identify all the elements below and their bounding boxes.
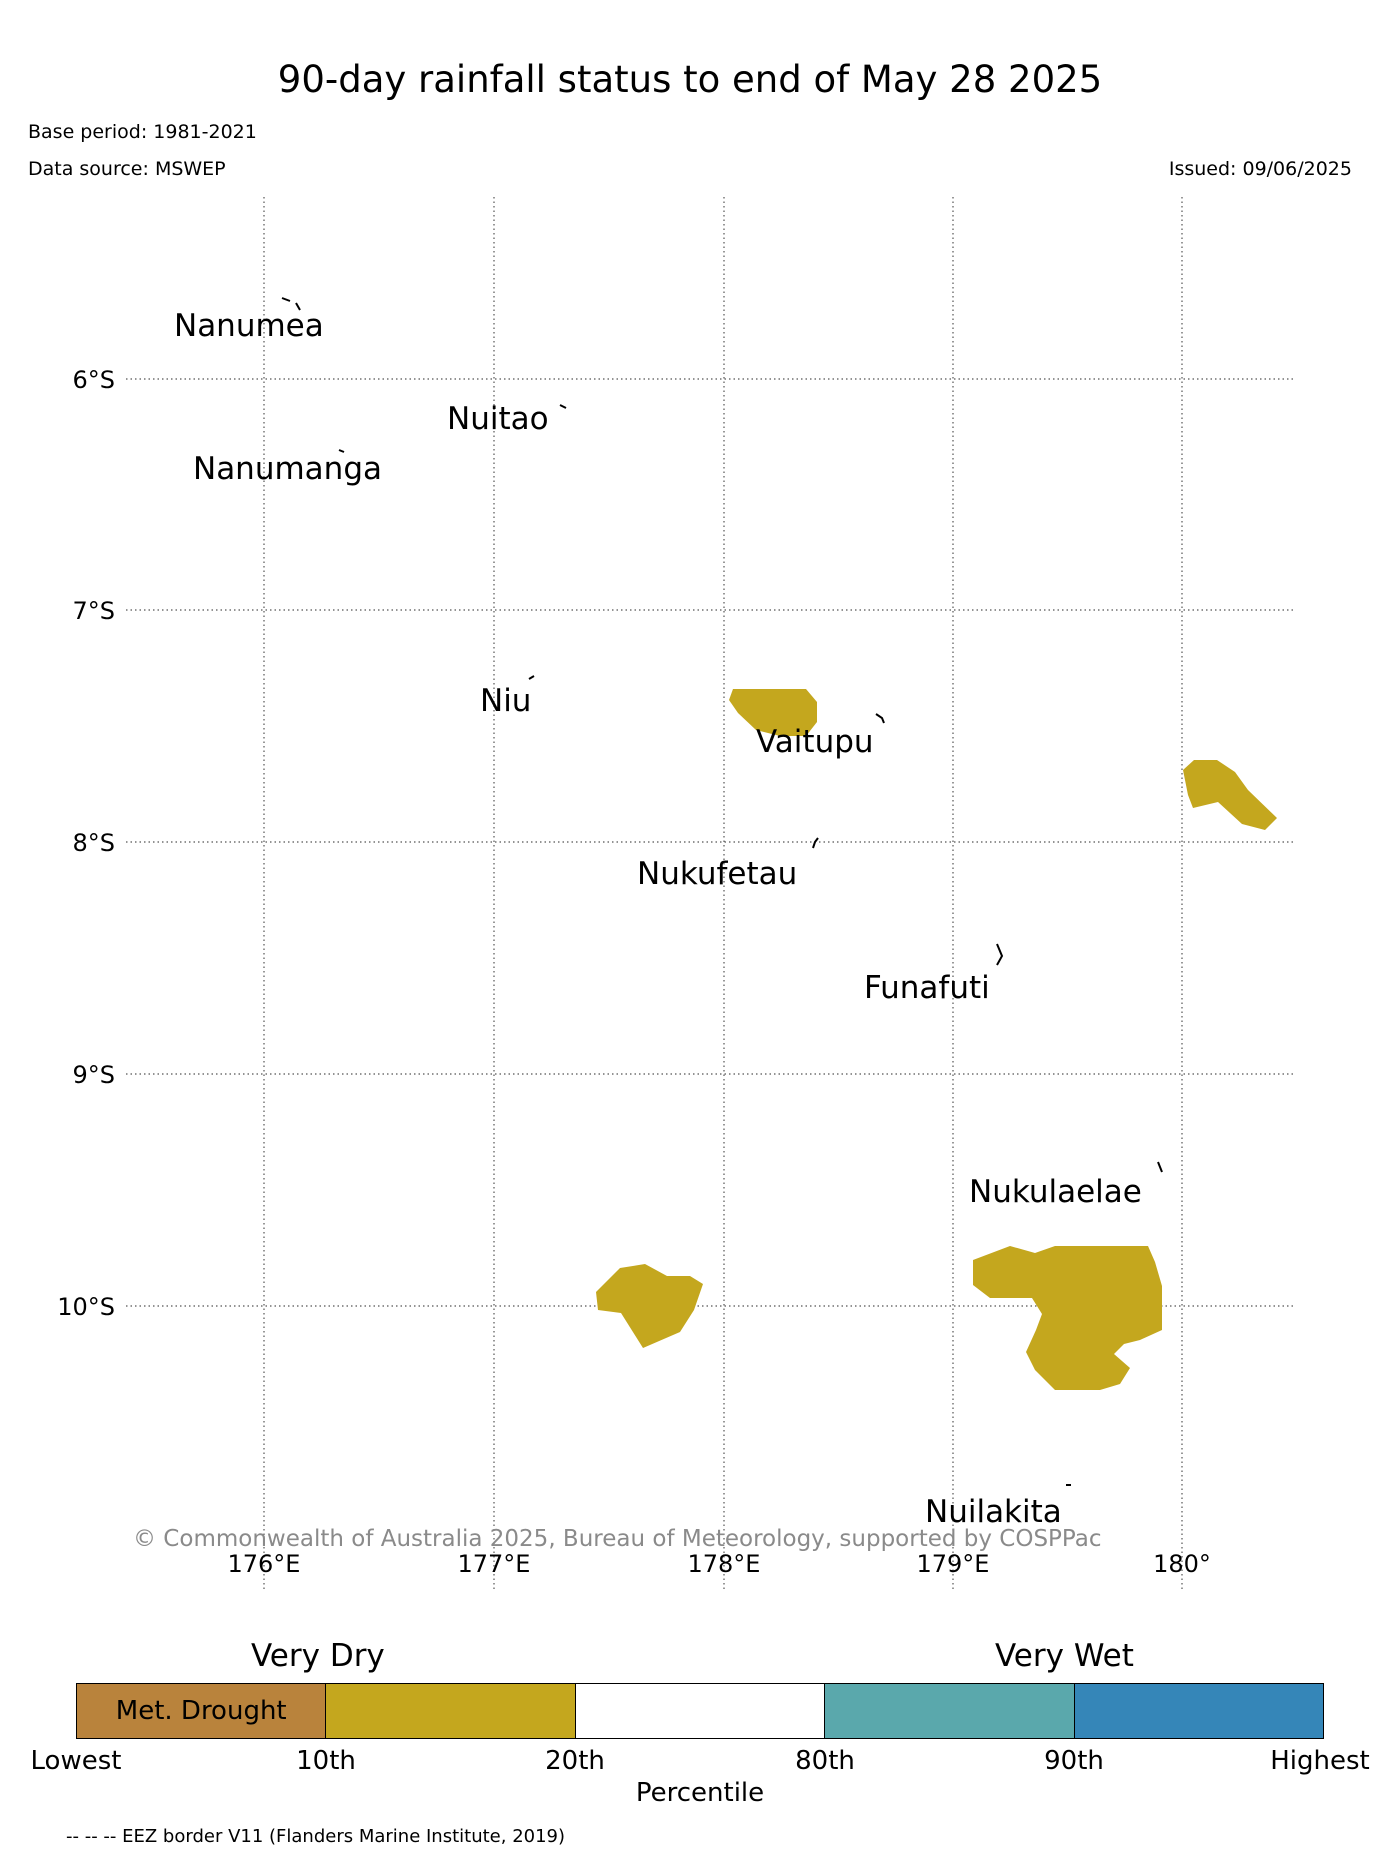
data-source: Data source: MSWEP	[28, 158, 226, 180]
island-nanumea-shape-2	[295, 302, 301, 311]
legend-tick-label: 10th	[296, 1746, 356, 1776]
gridlines	[126, 197, 1295, 1590]
longitude-labels: 176°E 177°E 178°E 179°E 180°	[228, 1550, 1211, 1578]
island-label-nuilakita: Nuilakita	[925, 1494, 1062, 1530]
legend-tick-label: Lowest	[30, 1746, 122, 1776]
rainfall-area-nukulaelae	[973, 1246, 1162, 1390]
legend-very-dry: Very Dry	[251, 1638, 385, 1674]
latitude-labels: 6°S 7°S 8°S 9°S 10°S	[57, 366, 115, 1321]
island-label-nuitao: Nuitao	[447, 401, 549, 437]
legend-segment-very-wet	[1074, 1684, 1324, 1738]
issued-date: Issued: 09/06/2025	[1168, 158, 1352, 180]
island-label-nanumanga: Nanumanga	[193, 451, 382, 487]
island-nuitao-shape	[559, 404, 567, 409]
legend-segment-wet	[825, 1684, 1075, 1738]
island-nanumea-shape	[281, 297, 291, 302]
island-label-nanumea: Nanumea	[174, 308, 324, 344]
island-label-nukulaelae: Nukulaelae	[969, 1174, 1142, 1210]
legend-axis-label: Percentile	[635, 1778, 765, 1808]
legend-very-wet: Very Wet	[995, 1638, 1134, 1674]
legend-segment-very-dry	[326, 1684, 576, 1738]
legend-segment-average	[575, 1684, 826, 1738]
legend-tick-label: 90th	[1044, 1746, 1104, 1776]
legend-segment-label: Met. Drought	[115, 1696, 287, 1726]
legend-tick-label: 20th	[545, 1746, 605, 1776]
rainfall-area-southwest	[596, 1264, 703, 1348]
lat-label: 6°S	[72, 366, 115, 394]
base-period: Base period: 1981-2021	[28, 121, 257, 143]
lat-label: 9°S	[72, 1061, 115, 1089]
lat-label: 7°S	[72, 597, 115, 625]
island-labels: Nanumea Nuitao Nanumanga Niu Vaitupu Nuk…	[174, 308, 1142, 1530]
lat-label: 8°S	[72, 829, 115, 857]
island-outlines	[281, 297, 1163, 1486]
eez-border-note: -- -- -- EEZ border V11 (Flanders Marine…	[66, 1826, 566, 1847]
island-vaitupu-shape	[875, 713, 885, 724]
lon-label: 177°E	[458, 1550, 531, 1578]
legend-colorbar: Met. Drought	[76, 1683, 1324, 1739]
lon-label: 180°	[1153, 1550, 1211, 1578]
legend-tick-label: Highest	[1270, 1746, 1370, 1776]
copyright-notice: © Commonwealth of Australia 2025, Bureau…	[133, 1526, 1102, 1552]
lat-label: 10°S	[57, 1293, 115, 1321]
island-funafuti-shape	[996, 943, 1004, 966]
island-nukulaelae-shape	[1157, 1161, 1163, 1173]
island-label-vaitupu: Vaitupu	[756, 724, 874, 760]
island-label-nukufetau: Nukufetau	[637, 856, 797, 892]
map-title: 90-day rainfall status to end of May 28 …	[277, 58, 1103, 101]
rainfall-map: 6°S 7°S 8°S 9°S 10°S 176°E 177°E 178°E 1…	[57, 197, 1295, 1590]
lon-label: 176°E	[228, 1550, 301, 1578]
island-niu-shape	[528, 675, 535, 680]
island-nukufetau-shape	[812, 837, 819, 849]
island-label-funafuti: Funafuti	[864, 970, 990, 1006]
island-label-niu: Niu	[480, 683, 531, 719]
lon-label: 179°E	[917, 1550, 990, 1578]
rainfall-area-vaitupu	[729, 689, 817, 736]
rainfall-areas	[596, 689, 1277, 1390]
lon-label: 178°E	[688, 1550, 761, 1578]
legend-segment-met-drought: Met. Drought	[77, 1684, 327, 1738]
island-nanumanga-shape	[338, 449, 345, 453]
rainfall-area-east	[1183, 760, 1277, 830]
legend-tick-label: 80th	[795, 1746, 855, 1776]
